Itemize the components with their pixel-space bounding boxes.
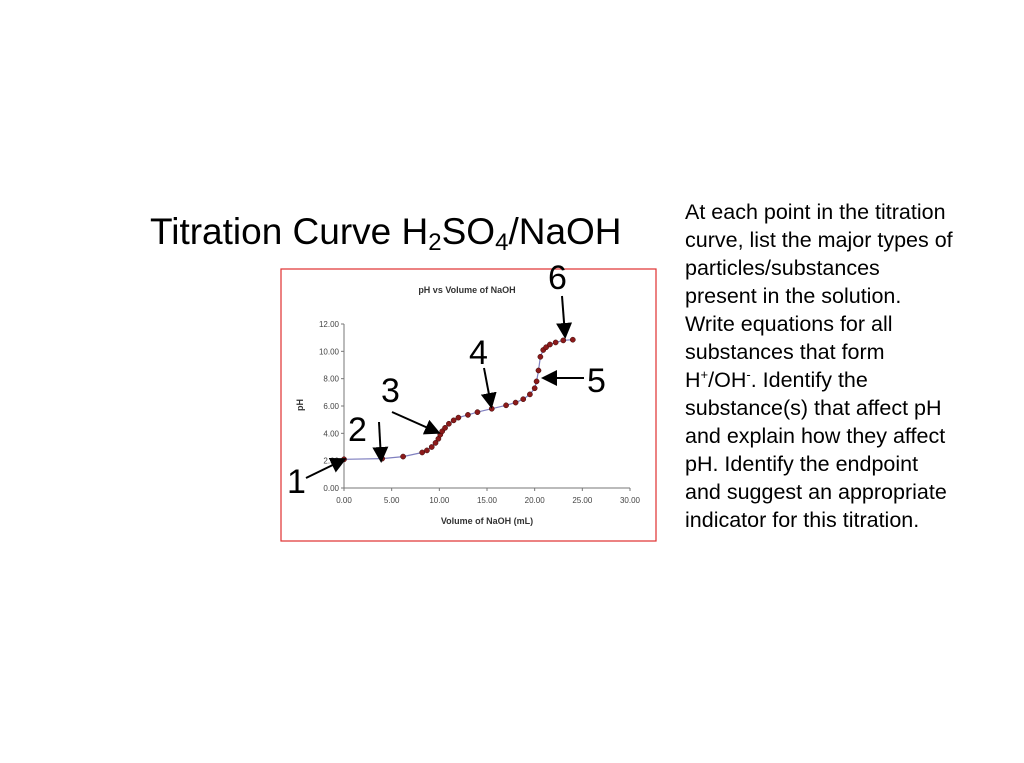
data-point <box>465 412 471 418</box>
callout-arrow-2 <box>372 421 389 463</box>
x-tick-label: 20.00 <box>525 496 546 505</box>
x-tick-label: 30.00 <box>620 496 641 505</box>
callout-number-6: 6 <box>548 259 567 297</box>
y-tick-label: 4.00 <box>323 429 339 438</box>
callout-arrow-6 <box>556 295 573 339</box>
instructions-sup-plus: + <box>700 367 709 382</box>
data-point <box>569 336 576 343</box>
title-mid: SO <box>441 211 496 252</box>
data-point <box>446 420 452 427</box>
callout-arrow-3 <box>391 411 441 435</box>
title-sub-4: 4 <box>495 229 509 256</box>
data-point <box>503 402 509 409</box>
callout-number-5: 5 <box>587 362 606 400</box>
title-end: /NaOH <box>508 211 622 252</box>
data-point <box>537 353 544 360</box>
data-point <box>552 339 559 346</box>
data-point <box>424 447 430 454</box>
data-point <box>560 337 567 344</box>
instructions-part-2: /OH <box>708 368 747 392</box>
callout-arrow-1 <box>305 458 347 479</box>
data-point <box>432 440 439 446</box>
data-point <box>400 453 406 460</box>
data-point <box>488 405 495 412</box>
y-tick-label: 12.00 <box>319 320 340 329</box>
instructions-part-1: At each point in the titration curve, li… <box>685 200 953 392</box>
data-point <box>442 425 448 431</box>
title-main: Titration Curve H <box>150 211 429 252</box>
data-point <box>520 396 527 403</box>
y-tick-label: 6.00 <box>323 402 339 411</box>
callout-number-2: 2 <box>348 411 367 449</box>
callout-arrow-4 <box>480 367 497 409</box>
data-point <box>527 391 533 398</box>
y-axis-label: pH <box>295 399 305 411</box>
chart-title: pH vs Volume of NaOH <box>418 285 515 295</box>
slide-title: Titration Curve H2SO4/NaOH <box>150 208 680 256</box>
x-tick-label: 25.00 <box>572 496 593 505</box>
callouts: 1 2 3 4 5 6 <box>287 259 606 501</box>
x-tick-label: 10.00 <box>429 496 450 505</box>
data-point <box>533 378 540 385</box>
data-point <box>428 444 435 450</box>
instructions-part-3: . Identify the substance(s) that affect … <box>685 368 947 532</box>
data-point <box>512 399 519 406</box>
data-point <box>531 385 538 392</box>
y-tick-label: 0.00 <box>323 484 339 493</box>
callout-number-3: 3 <box>381 372 400 410</box>
y-tick-label: 8.00 <box>323 375 339 384</box>
title-sub-2: 2 <box>428 229 442 256</box>
x-tick-label: 0.00 <box>336 496 352 505</box>
callout-number-1: 1 <box>287 463 306 501</box>
data-point <box>543 344 549 351</box>
instructions-sup-minus: - <box>746 367 751 382</box>
data-point <box>535 367 542 374</box>
x-axis-label: Volume of NaOH (mL) <box>441 516 533 526</box>
data-point <box>455 414 462 421</box>
x-tick-label: 5.00 <box>384 496 400 505</box>
instructions-text: At each point in the titration curve, li… <box>685 198 955 534</box>
callout-number-4: 4 <box>469 334 488 372</box>
y-tick-label: 2.00 <box>323 457 339 466</box>
data-point <box>419 449 426 456</box>
data-point <box>474 409 481 415</box>
x-tick-label: 15.00 <box>477 496 498 505</box>
y-tick-label: 10.00 <box>319 347 340 356</box>
data-point <box>547 341 553 348</box>
data-point <box>450 417 457 424</box>
